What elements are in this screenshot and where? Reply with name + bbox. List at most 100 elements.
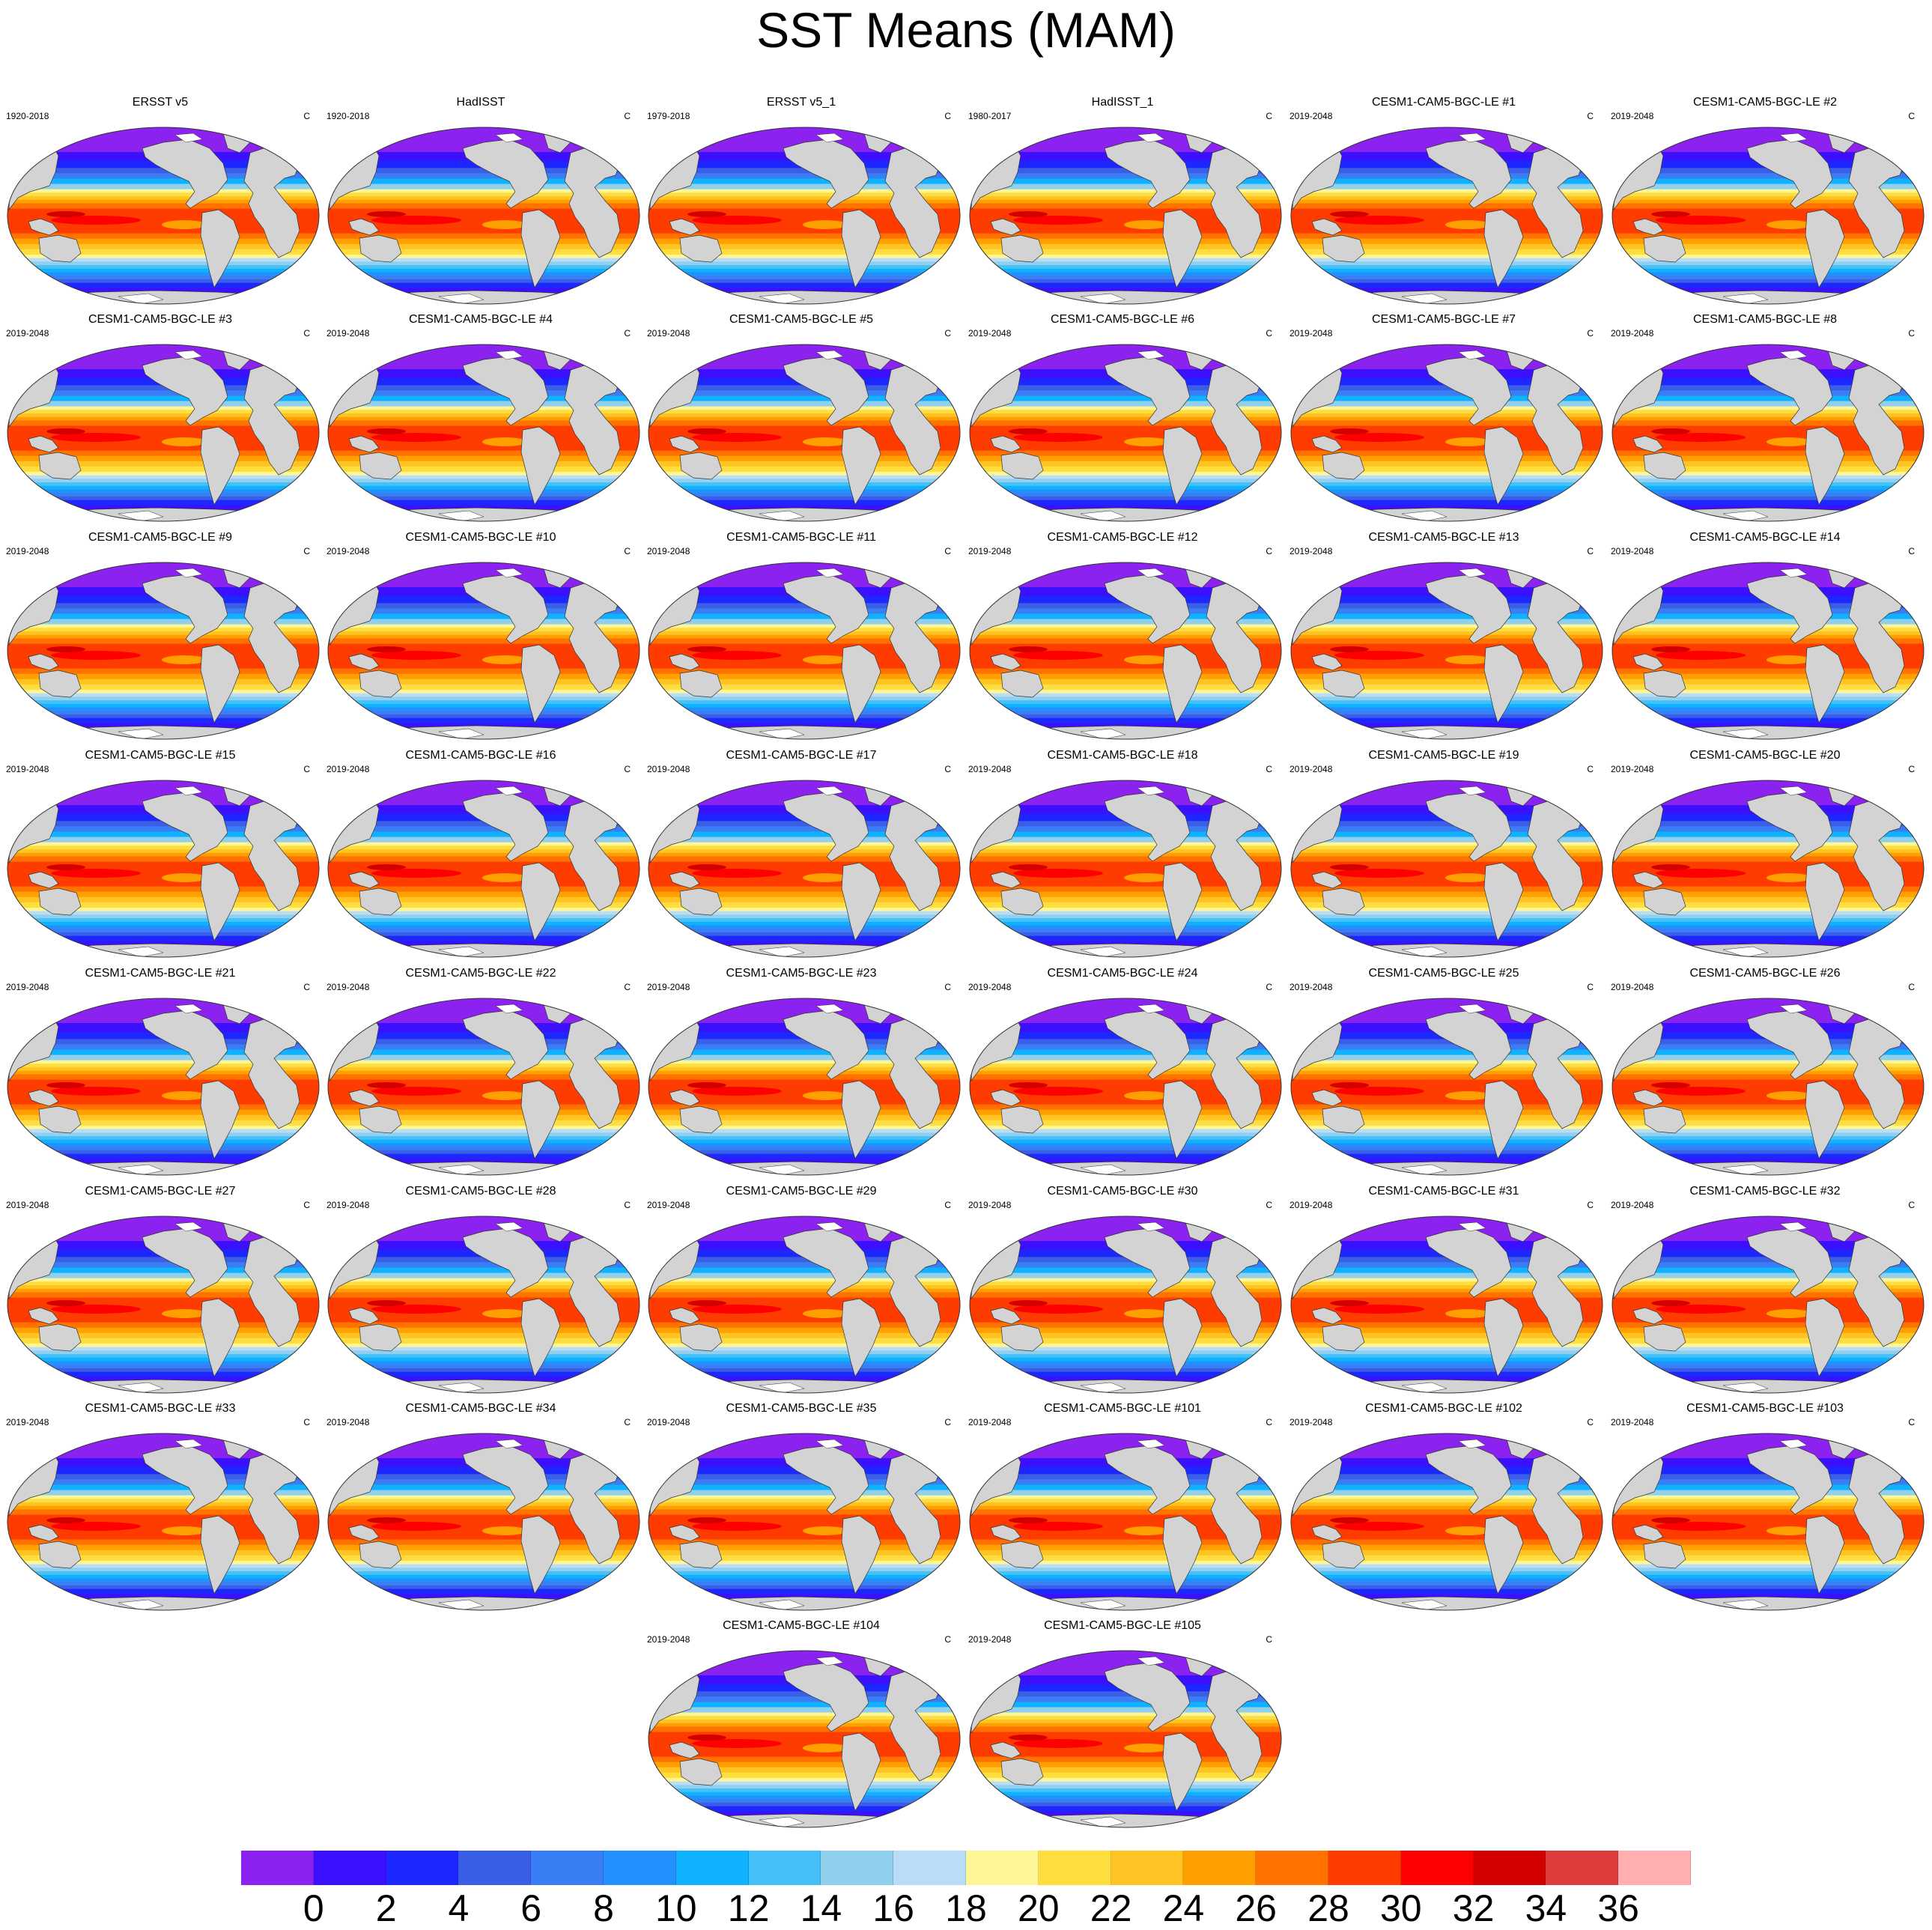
panel-title: CESM1-CAM5-BGC-LE #19 bbox=[1368, 749, 1519, 762]
panel-units: C bbox=[1587, 111, 1594, 121]
panel-units: C bbox=[1587, 1417, 1594, 1427]
sst-map bbox=[1290, 780, 1603, 958]
panel-title: CESM1-CAM5-BGC-LE #102 bbox=[1365, 1402, 1522, 1415]
panel-units: C bbox=[944, 1200, 951, 1210]
colorbar-swatch bbox=[458, 1851, 532, 1885]
map-panel: CESM1-CAM5-BGC-LE #17 2019-2048 C bbox=[641, 749, 962, 960]
panel-title: CESM1-CAM5-BGC-LE #6 bbox=[1050, 313, 1195, 326]
panel-title: CESM1-CAM5-BGC-LE #28 bbox=[405, 1185, 556, 1198]
panel-title: CESM1-CAM5-BGC-LE #30 bbox=[1047, 1185, 1198, 1198]
panel-units: C bbox=[303, 1200, 310, 1210]
colorbar-swatch bbox=[1256, 1851, 1328, 1885]
colorbar-swatch bbox=[1111, 1851, 1184, 1885]
panel-title: CESM1-CAM5-BGC-LE #23 bbox=[726, 967, 877, 980]
panel-units: C bbox=[944, 982, 951, 992]
sst-map bbox=[648, 1216, 961, 1394]
map-panel: CESM1-CAM5-BGC-LE #2 2019-2048 C bbox=[1605, 96, 1925, 307]
colorbar-tick-label: 6 bbox=[520, 1887, 542, 1929]
map-panel: HadISST 1920-2018 C bbox=[321, 96, 641, 307]
panel-title: CESM1-CAM5-BGC-LE #12 bbox=[1047, 531, 1198, 544]
figure-title: SST Means (MAM) bbox=[756, 2, 1176, 58]
map-panel: CESM1-CAM5-BGC-LE #101 2019-2048 C bbox=[962, 1402, 1283, 1613]
panel-title: CESM1-CAM5-BGC-LE #4 bbox=[408, 313, 553, 326]
panel-period: 2019-2048 bbox=[1611, 982, 1654, 992]
map-panel: CESM1-CAM5-BGC-LE #34 2019-2048 C bbox=[321, 1402, 641, 1613]
sst-map bbox=[1290, 1216, 1603, 1394]
map-panel: CESM1-CAM5-BGC-LE #12 2019-2048 C bbox=[962, 531, 1283, 742]
map-panel: CESM1-CAM5-BGC-LE #5 2019-2048 C bbox=[641, 313, 962, 524]
map-panel: CESM1-CAM5-BGC-LE #19 2019-2048 C bbox=[1284, 749, 1604, 960]
panel-units: C bbox=[303, 328, 310, 339]
colorbar-tick-label: 30 bbox=[1379, 1887, 1422, 1929]
colorbar-swatch bbox=[241, 1851, 314, 1885]
map-panel: CESM1-CAM5-BGC-LE #32 2019-2048 C bbox=[1605, 1185, 1925, 1396]
colorbar-tick-label: 16 bbox=[872, 1887, 914, 1929]
panel-title: HadISST bbox=[456, 96, 505, 109]
panel-period: 1920-2018 bbox=[6, 111, 49, 121]
panel-units: C bbox=[944, 111, 951, 121]
sst-map bbox=[7, 1216, 320, 1394]
panel-units: C bbox=[1908, 1200, 1915, 1210]
sst-map bbox=[1290, 562, 1603, 740]
panel-title: CESM1-CAM5-BGC-LE #32 bbox=[1689, 1185, 1841, 1198]
colorbar-swatch bbox=[1546, 1851, 1619, 1885]
sst-map bbox=[7, 1433, 320, 1611]
panel-period: 1980-2017 bbox=[968, 111, 1012, 121]
panel-title: CESM1-CAM5-BGC-LE #31 bbox=[1368, 1185, 1519, 1198]
map-panel: CESM1-CAM5-BGC-LE #21 2019-2048 C bbox=[0, 967, 321, 1178]
panel-period: 2019-2048 bbox=[968, 328, 1012, 339]
panel-period: 2019-2048 bbox=[6, 764, 49, 774]
map-panel: CESM1-CAM5-BGC-LE #35 2019-2048 C bbox=[641, 1402, 962, 1613]
panel-units: C bbox=[1587, 546, 1594, 556]
colorbar-swatch bbox=[1038, 1851, 1111, 1885]
sst-map bbox=[1611, 562, 1925, 740]
panel-units: C bbox=[303, 111, 310, 121]
panel-title: HadISST_1 bbox=[1091, 96, 1154, 109]
colorbar-swatch bbox=[893, 1851, 966, 1885]
panel-period: 2019-2048 bbox=[326, 328, 370, 339]
sst-map bbox=[327, 562, 640, 740]
map-panel: CESM1-CAM5-BGC-LE #103 2019-2048 C bbox=[1605, 1402, 1925, 1613]
panel-units: C bbox=[944, 1417, 951, 1427]
sst-map bbox=[7, 562, 320, 740]
sst-map bbox=[1611, 344, 1925, 522]
sst-map bbox=[969, 1650, 1282, 1828]
panel-units: C bbox=[303, 764, 310, 774]
panel-period: 2019-2048 bbox=[968, 1200, 1012, 1210]
panel-period: 2019-2048 bbox=[647, 1200, 690, 1210]
panel-period: 2019-2048 bbox=[647, 1417, 690, 1427]
panel-units: C bbox=[1266, 111, 1272, 121]
sst-map bbox=[1290, 344, 1603, 522]
panel-units: C bbox=[1587, 982, 1594, 992]
panel-period: 2019-2048 bbox=[968, 1634, 1012, 1645]
map-panel: CESM1-CAM5-BGC-LE #31 2019-2048 C bbox=[1284, 1185, 1604, 1396]
colorbar-tick-label: 26 bbox=[1235, 1887, 1277, 1929]
sst-map bbox=[648, 1650, 961, 1828]
panel-title: CESM1-CAM5-BGC-LE #35 bbox=[726, 1402, 877, 1415]
panel-title: CESM1-CAM5-BGC-LE #27 bbox=[85, 1185, 236, 1198]
sst-map bbox=[7, 344, 320, 522]
panel-title: CESM1-CAM5-BGC-LE #24 bbox=[1047, 967, 1198, 980]
sst-map bbox=[7, 780, 320, 958]
panel-period: 2019-2048 bbox=[647, 982, 690, 992]
panel-title: CESM1-CAM5-BGC-LE #9 bbox=[88, 531, 233, 544]
panel-units: C bbox=[303, 546, 310, 556]
panel-title: CESM1-CAM5-BGC-LE #104 bbox=[723, 1619, 880, 1632]
map-panel: CESM1-CAM5-BGC-LE #9 2019-2048 C bbox=[0, 531, 321, 742]
sst-map bbox=[1290, 1433, 1603, 1611]
sst-map bbox=[648, 344, 961, 522]
panel-title: CESM1-CAM5-BGC-LE #15 bbox=[85, 749, 236, 762]
panel-period: 2019-2048 bbox=[326, 982, 370, 992]
panel-units: C bbox=[1908, 982, 1915, 992]
map-panel: CESM1-CAM5-BGC-LE #33 2019-2048 C bbox=[0, 1402, 321, 1613]
colorbar-swatch bbox=[1473, 1851, 1546, 1885]
panel-period: 2019-2048 bbox=[6, 982, 49, 992]
panel-period: 2019-2048 bbox=[6, 328, 49, 339]
panel-units: C bbox=[1266, 764, 1272, 774]
sst-map bbox=[1290, 127, 1603, 305]
colorbar-tick-label: 32 bbox=[1452, 1887, 1495, 1929]
panel-title: CESM1-CAM5-BGC-LE #16 bbox=[405, 749, 556, 762]
colorbar-swatch bbox=[821, 1851, 894, 1885]
panel-title: CESM1-CAM5-BGC-LE #26 bbox=[1689, 967, 1841, 980]
panel-title: CESM1-CAM5-BGC-LE #2 bbox=[1692, 96, 1838, 109]
